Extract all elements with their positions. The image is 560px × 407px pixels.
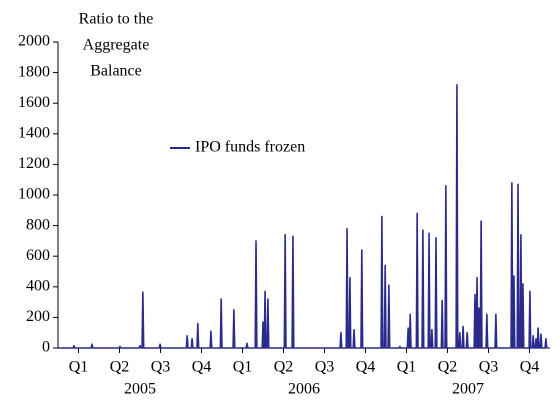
x-tick-label: Q2 (274, 359, 294, 376)
x-tick-label: Q1 (397, 359, 417, 376)
y-tick-label: 1200 (18, 155, 50, 172)
y-tick-label: 2000 (18, 33, 50, 50)
x-tick-label: Q4 (356, 359, 376, 376)
x-tick-label: Q4 (520, 359, 540, 376)
year-label: 2005 (124, 381, 156, 398)
x-tick-label: Q4 (192, 359, 212, 376)
x-tick-label: Q3 (315, 359, 335, 376)
y-tick-label: 1600 (18, 94, 50, 111)
y-tick-label: 1400 (18, 124, 50, 141)
y-axis-title: Balance (90, 63, 142, 80)
y-tick-label: 800 (26, 216, 50, 233)
y-tick-label: 0 (42, 339, 50, 356)
x-tick-label: Q2 (438, 359, 458, 376)
year-label: 2006 (288, 381, 320, 398)
y-axis-title: Aggregate (83, 37, 150, 54)
x-tick-label: Q3 (151, 359, 171, 376)
y-tick-label: 1800 (18, 63, 50, 80)
x-tick-label: Q3 (479, 359, 499, 376)
y-tick-label: 400 (26, 277, 50, 294)
y-tick-label: 600 (26, 247, 50, 264)
y-axis-title: Ratio to the (79, 11, 154, 28)
legend-label: IPO funds frozen (195, 139, 305, 156)
x-tick-label: Q1 (69, 359, 89, 376)
year-label: 2007 (452, 381, 484, 398)
x-tick-label: Q2 (110, 359, 130, 376)
y-tick-label: 1000 (18, 186, 50, 203)
series-line (58, 84, 548, 349)
x-tick-label: Q1 (233, 359, 253, 376)
y-tick-label: 200 (26, 308, 50, 325)
